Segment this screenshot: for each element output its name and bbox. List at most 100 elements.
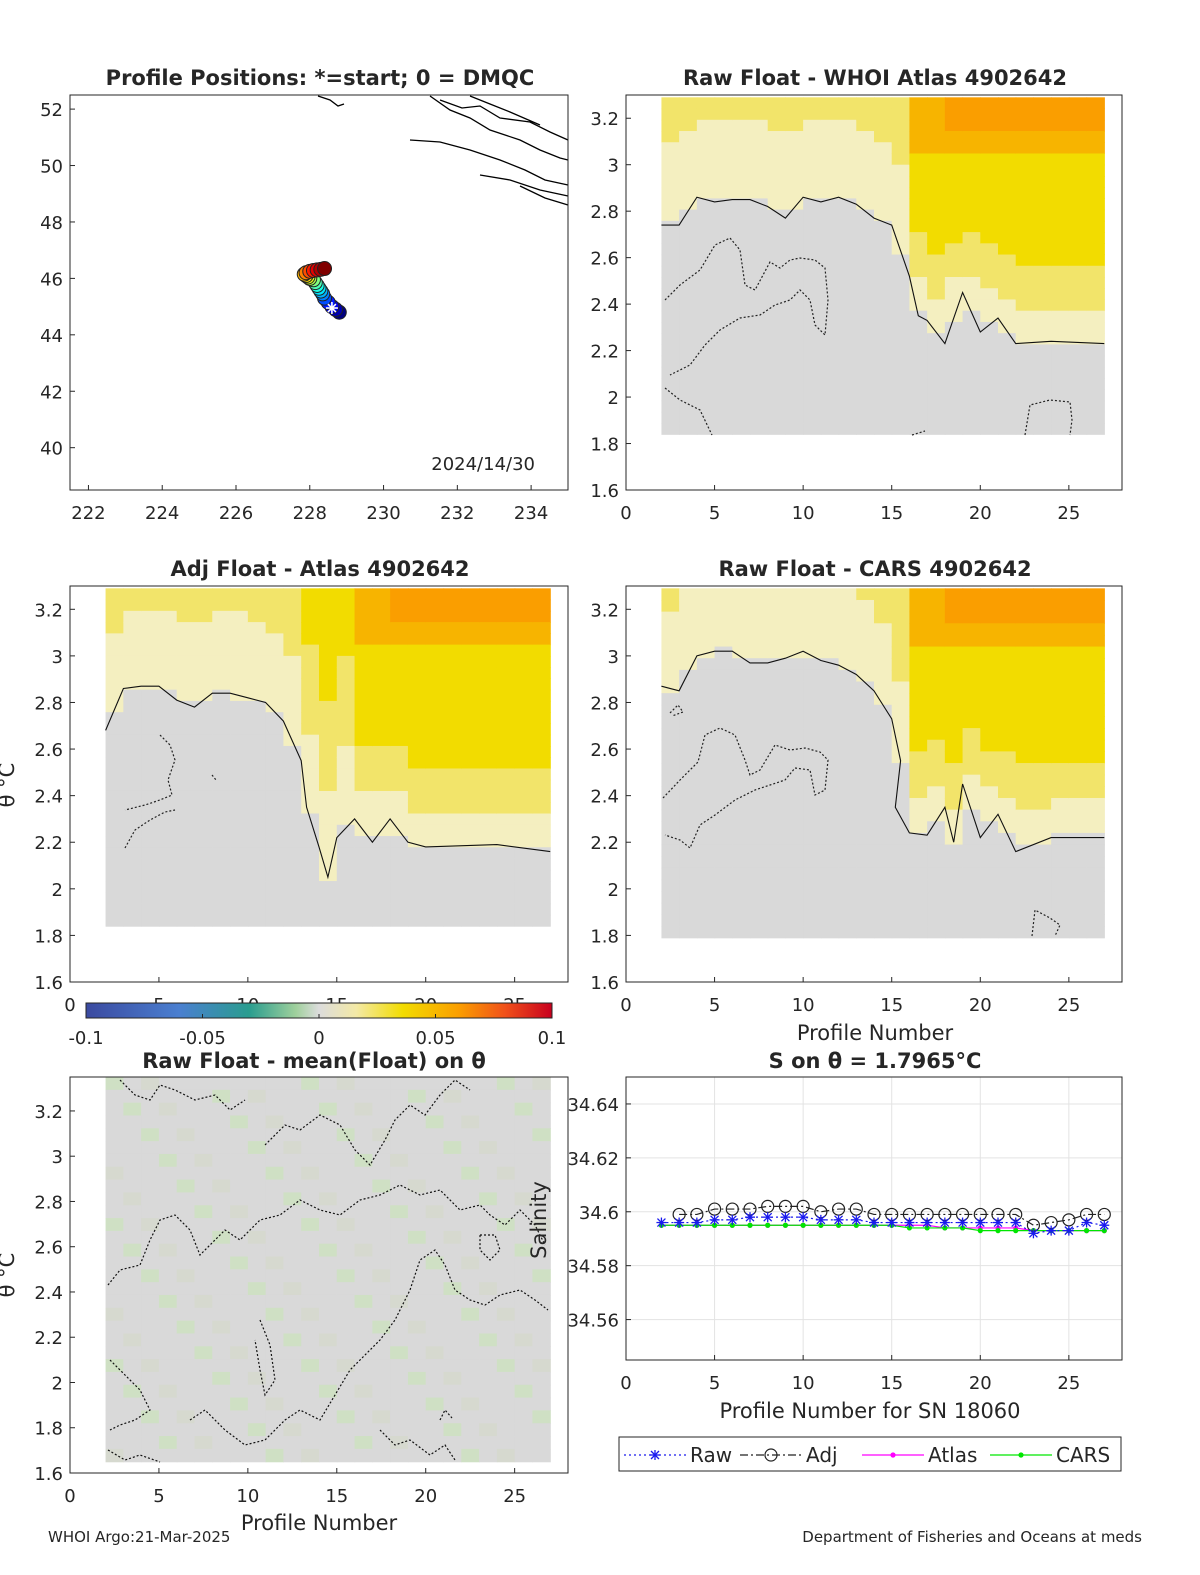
- field-cell: [319, 1371, 338, 1386]
- field-cell: [141, 892, 160, 905]
- field-cell: [767, 232, 787, 244]
- field-cell: [661, 389, 680, 402]
- field-cell: [679, 716, 698, 729]
- field-cell: [390, 1218, 409, 1232]
- field-cell: [661, 751, 680, 764]
- field-cell: [390, 847, 409, 860]
- field-cell: [661, 739, 680, 752]
- field-cell: [962, 879, 981, 892]
- field-cell: [301, 1205, 320, 1219]
- field-cell: [714, 623, 733, 636]
- legend-marker-cars: [1018, 1452, 1024, 1458]
- field-cell: [390, 655, 409, 668]
- field-cell: [944, 209, 964, 222]
- field-cell: [856, 254, 875, 267]
- field-cell: [785, 832, 804, 846]
- field-cell: [1015, 763, 1035, 776]
- field-cell: [1033, 153, 1052, 166]
- field-cell: [696, 131, 716, 143]
- field-cell: [696, 175, 716, 188]
- field-cell: [532, 1179, 551, 1194]
- field-cell: [105, 802, 124, 815]
- field-cell: [820, 821, 840, 834]
- field-cell: [856, 355, 875, 368]
- field-cell: [247, 712, 267, 725]
- field-cell: [1086, 751, 1105, 764]
- field-cell: [962, 355, 981, 368]
- field-cell: [283, 858, 302, 871]
- field-cell: [732, 739, 751, 752]
- field-cell: [425, 700, 445, 713]
- field-cell: [785, 119, 804, 132]
- field-cell: [856, 926, 875, 939]
- field-cell: [283, 723, 302, 736]
- field-cell: [767, 832, 787, 846]
- field-cell: [265, 1359, 285, 1373]
- field-cell: [891, 623, 911, 636]
- field-cell: [390, 881, 409, 893]
- field-cell: [661, 728, 680, 741]
- field-cell: [247, 1256, 267, 1270]
- field-cell: [176, 1128, 196, 1142]
- field-cell: [176, 1397, 196, 1411]
- field-cell: [944, 774, 964, 787]
- field-cell: [696, 187, 716, 199]
- field-cell: [679, 786, 698, 799]
- field-cell: [407, 588, 427, 601]
- field-cell: [785, 786, 804, 799]
- field-cell: [1051, 333, 1070, 345]
- field-cell: [803, 198, 822, 211]
- field-cell: [1033, 669, 1052, 683]
- field-cell: [962, 321, 981, 334]
- field-cell: [461, 1128, 480, 1142]
- field-cell: [679, 288, 698, 301]
- field-cell: [1051, 867, 1070, 881]
- field-cell: [980, 599, 999, 613]
- field-cell: [176, 667, 196, 679]
- field-cell: [265, 1205, 285, 1219]
- field-cell: [927, 856, 946, 869]
- field-cell: [1086, 187, 1105, 199]
- field-cell: [247, 779, 267, 792]
- field-cell: [944, 198, 964, 211]
- field-cell: [696, 693, 716, 706]
- field-cell: [785, 220, 804, 233]
- field-cell: [443, 678, 462, 691]
- field-cell: [980, 220, 999, 233]
- field-cell: [661, 423, 680, 435]
- field-cell: [514, 1269, 534, 1283]
- field-cell: [891, 728, 911, 741]
- field-cell: [891, 254, 911, 267]
- field-cell: [532, 599, 551, 612]
- field-cell: [820, 344, 840, 357]
- field-cell: [212, 678, 231, 691]
- field-cell: [820, 366, 840, 379]
- field-cell: [750, 728, 769, 741]
- field-cell: [714, 209, 733, 222]
- field-cell: [944, 646, 964, 659]
- field-cell: [767, 411, 787, 424]
- field-cell: [123, 1333, 142, 1347]
- field-cell: [874, 891, 893, 904]
- field-cell: [407, 813, 427, 826]
- field-cell: [372, 1410, 391, 1424]
- y-tick-label: 34.64: [567, 1095, 619, 1116]
- field-cell: [874, 220, 893, 233]
- field-cell: [927, 389, 946, 402]
- field-cell: [1033, 588, 1052, 601]
- y-tick-label: 3: [52, 647, 63, 668]
- field-cell: [962, 366, 981, 379]
- field-cell: [1015, 220, 1035, 233]
- field-cell: [194, 757, 213, 770]
- field-cell: [944, 623, 964, 636]
- field-cell: [105, 622, 124, 634]
- field-cell: [661, 175, 680, 188]
- field-cell: [390, 1102, 409, 1117]
- field-cell: [319, 1153, 338, 1168]
- field-cell: [1033, 389, 1052, 402]
- field-cell: [944, 856, 964, 869]
- field-cell: [909, 265, 928, 278]
- field-cell: [354, 1256, 373, 1270]
- field-cell: [927, 751, 946, 764]
- field-cell: [176, 1166, 196, 1181]
